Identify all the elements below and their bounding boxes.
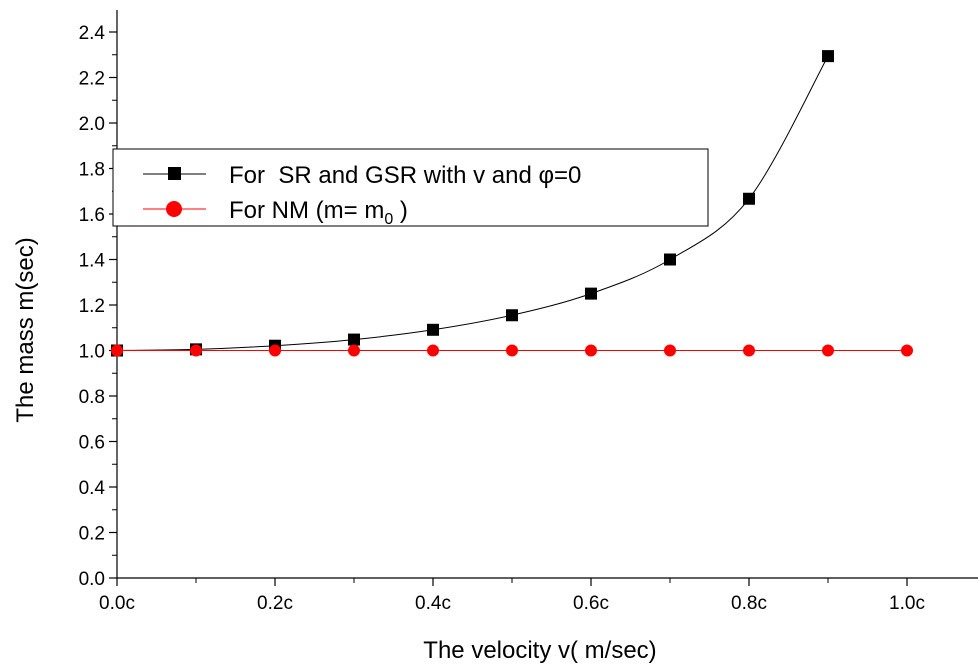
y-tick-label: 1.2 <box>79 296 105 317</box>
y-tick-label: 2.4 <box>79 23 106 44</box>
data-point-circle <box>743 344 755 357</box>
data-point-circle <box>348 344 360 357</box>
y-tick-label: 0.6 <box>79 433 105 454</box>
legend-label-nm-end: ) <box>393 197 408 224</box>
y-tick-label: 1.8 <box>79 160 105 181</box>
x-tick-label: 0.6c <box>573 593 609 614</box>
series-nm <box>111 344 913 357</box>
data-point-square <box>664 253 676 266</box>
data-point-square <box>348 333 360 346</box>
y-tick-label: 0.0 <box>79 569 105 590</box>
x-tick-label: 0.4c <box>415 593 451 614</box>
y-tick-label: 2.2 <box>79 69 105 90</box>
x-tick-label: 0.0c <box>99 593 135 614</box>
data-point-circle <box>269 344 281 357</box>
y-axis-label: The mass m(sec) <box>12 237 39 422</box>
legend: For SR and GSR with v and φ=0 For NM (m=… <box>112 148 709 228</box>
legend-box <box>112 148 709 227</box>
data-point-square <box>427 323 439 336</box>
x-tick-label: 0.8c <box>731 593 767 614</box>
legend-label-nm: For NM (m= m0 ) <box>229 197 408 228</box>
legend-marker-nm <box>166 201 182 217</box>
legend-label-nm-sub: 0 <box>384 211 393 228</box>
series-layer <box>111 50 913 357</box>
y-tick-label: 1.4 <box>79 251 106 272</box>
x-axis-label: The velocity v( m/sec) <box>423 637 656 664</box>
data-point-circle <box>427 344 439 357</box>
y-tick-label: 2.0 <box>79 114 105 135</box>
legend-label-sr: For SR and GSR with v and φ=0 <box>229 162 581 189</box>
data-point-circle <box>111 344 123 357</box>
y-tick-label: 1.0 <box>79 342 105 363</box>
data-point-circle <box>822 344 834 357</box>
x-tick-label: 0.2c <box>257 593 293 614</box>
data-point-circle <box>664 344 676 357</box>
y-tick-label: 1.6 <box>79 205 105 226</box>
data-point-circle <box>901 344 913 357</box>
data-point-square <box>743 192 755 205</box>
y-tick-label: 0.8 <box>79 387 105 408</box>
x-tick-label: 1.0c <box>889 593 925 614</box>
axes: 0.0c 0.2c 0.4c 0.6c 0.8c 1.0c 0.0 0.2 0.4 0.6 0.8 1… <box>79 10 978 614</box>
data-point-square <box>506 309 518 322</box>
y-tick-label: 0.2 <box>79 524 105 545</box>
legend-label-nm-main: For NM (m= m <box>229 197 384 224</box>
data-point-square <box>822 50 834 63</box>
data-point-circle <box>506 344 518 357</box>
data-point-circle <box>585 344 597 357</box>
data-point-square <box>585 287 597 300</box>
data-point-circle <box>190 344 202 357</box>
y-tick-label: 0.4 <box>79 478 106 499</box>
legend-marker-sr <box>168 167 181 180</box>
